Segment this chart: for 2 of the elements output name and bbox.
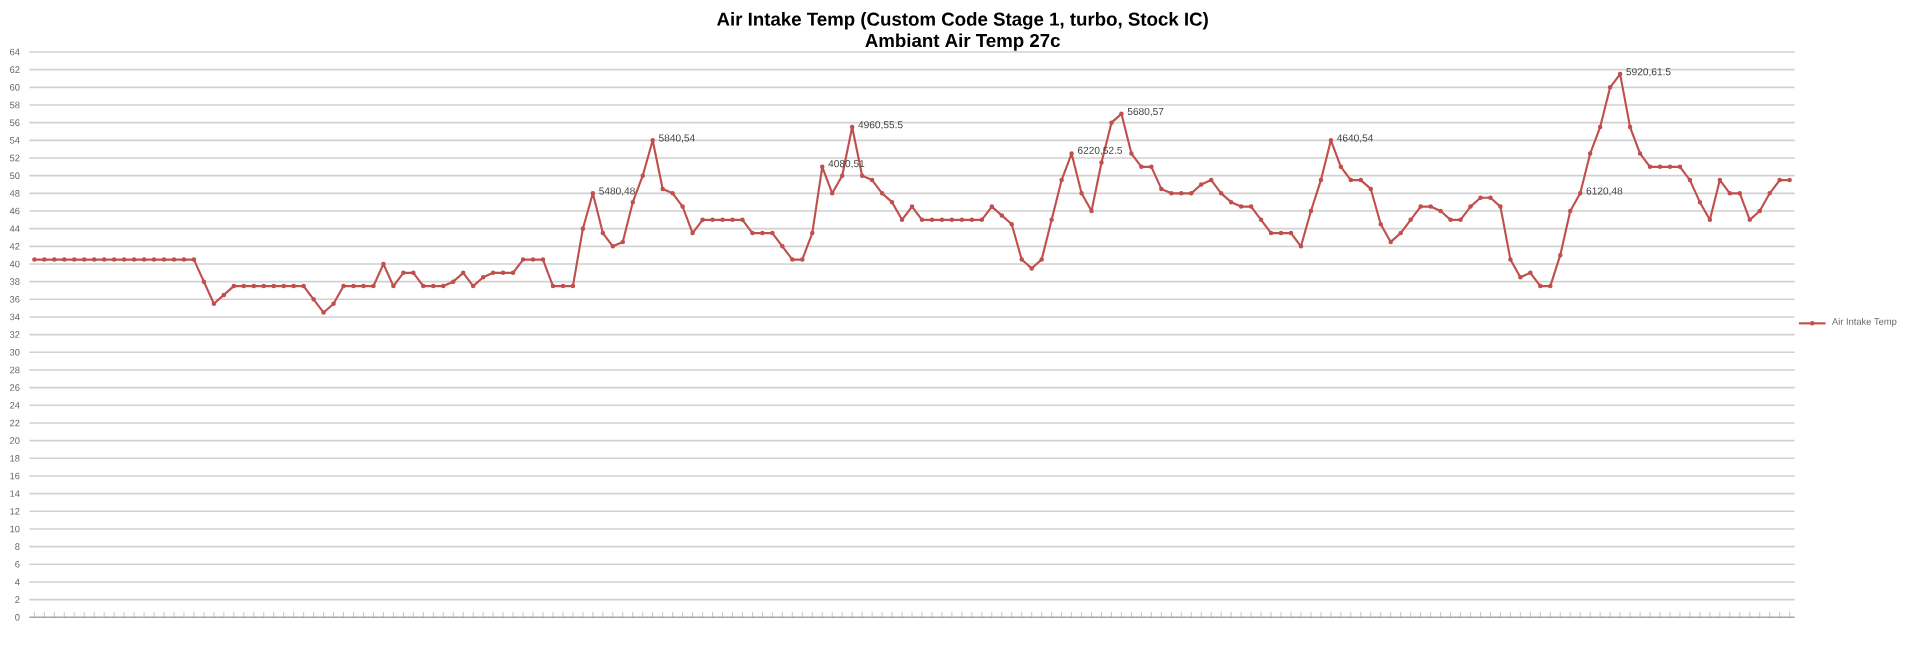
chart-subtitle: Ambiant Air Temp 27c bbox=[865, 33, 1060, 51]
chart-title: Air Intake Temp (Custom Code Stage 1, turbo, Stock IC) bbox=[716, 12, 1208, 30]
